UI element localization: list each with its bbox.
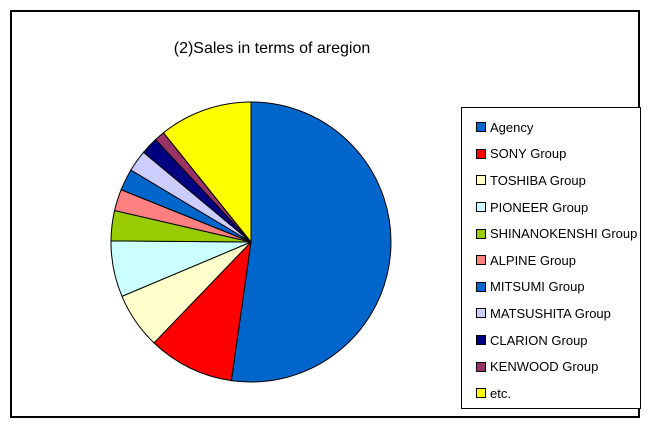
legend-item: etc.: [476, 380, 640, 407]
legend-label: MITSUMI Group: [490, 279, 585, 295]
legend-label: Agency: [490, 119, 534, 135]
legend-swatch: [476, 361, 486, 372]
legend-swatch: [476, 281, 486, 292]
legend-swatch: [476, 388, 486, 399]
legend-label: ALPINE Group: [490, 252, 576, 268]
legend-label: KENWOOD Group: [490, 359, 599, 375]
legend-item: PIONEER Group: [476, 194, 640, 221]
legend-item: SONY Group: [476, 141, 640, 168]
legend-item: CLARION Group: [476, 327, 640, 354]
legend-item: MITSUMI Group: [476, 274, 640, 301]
legend-item: SHINANOKENSHI Group: [476, 220, 640, 247]
legend-swatch: [476, 308, 486, 319]
legend-item: TOSHIBA Group: [476, 167, 640, 194]
legend-label: SHINANOKENSHI Group: [490, 226, 638, 242]
legend-swatch: [476, 122, 486, 133]
legend-swatch: [476, 175, 486, 186]
chart-legend: Agency SONY Group TOSHIBA Group PIONEER Gro…: [461, 107, 641, 409]
chart-title: (2)Sales in terms of aregion: [173, 40, 371, 57]
legend-swatch: [476, 202, 486, 213]
pie-slice-agency: [230, 101, 392, 383]
legend-swatch: [476, 228, 486, 239]
legend-label: TOSHIBA Group: [490, 172, 586, 188]
legend-label: CLARION Group: [490, 332, 588, 348]
pie-slice-etc: [162, 101, 252, 244]
pie-chart: [110, 101, 392, 383]
legend-swatch: [476, 148, 486, 159]
legend-swatch: [476, 255, 486, 266]
legend-label: MATSUSHITA Group: [490, 305, 611, 321]
pie-slice-sony-group: [153, 240, 252, 382]
legend-item: ALPINE Group: [476, 247, 640, 274]
legend-item: MATSUSHITA Group: [476, 300, 640, 327]
legend-swatch: [476, 335, 486, 346]
legend-item: Agency: [476, 114, 640, 141]
chart-frame: (2)Sales in terms of aregion Agency SONY …: [10, 10, 641, 418]
legend-label: SONY Group: [490, 146, 567, 162]
legend-item: KENWOOD Group: [476, 353, 640, 380]
legend-label: etc.: [490, 385, 511, 401]
legend-label: PIONEER Group: [490, 199, 589, 215]
